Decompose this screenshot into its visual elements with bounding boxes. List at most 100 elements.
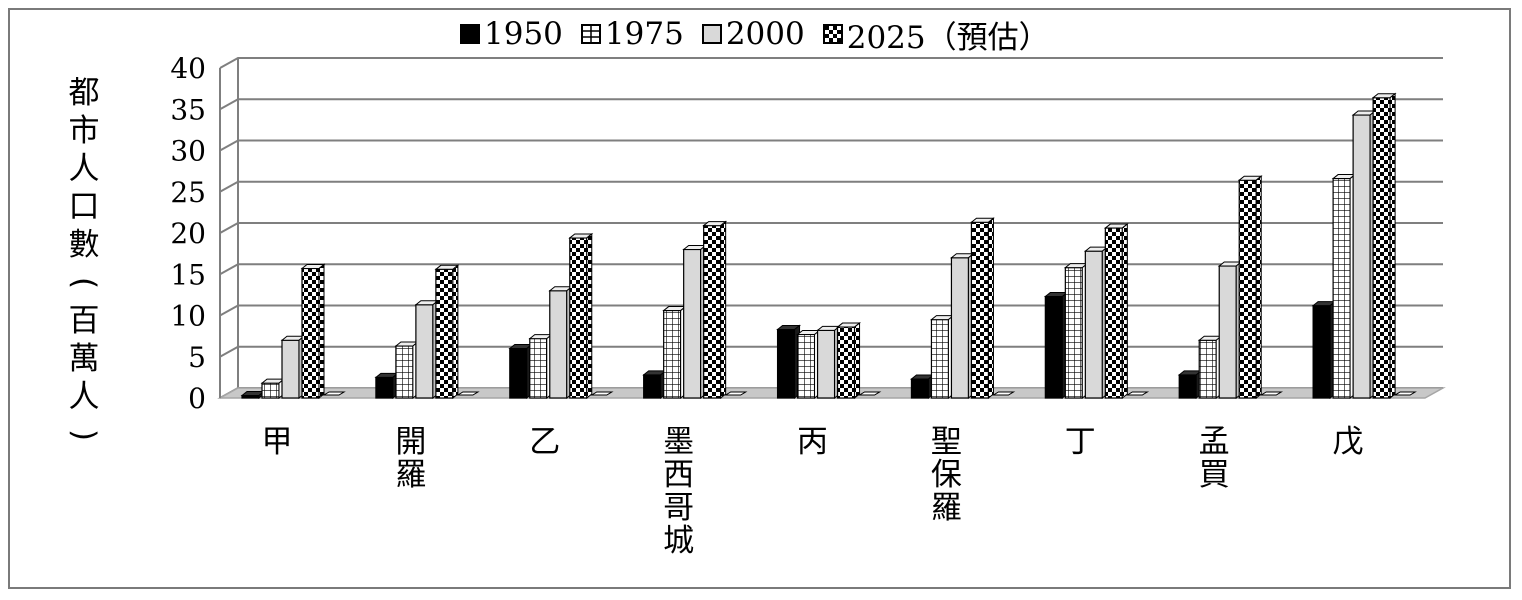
- gridline: [219, 304, 1443, 317]
- legend-swatch-1975: [580, 24, 601, 44]
- bar-2000-7: [1217, 260, 1243, 400]
- bar-1975-2: [528, 333, 554, 400]
- bar-side: [1121, 223, 1128, 400]
- gridline: [219, 57, 1443, 69]
- bar-front: [415, 304, 434, 399]
- bar-2000-1: [414, 299, 440, 400]
- y-axis-title: 都市人口數(百萬人): [62, 74, 106, 454]
- x-category-char: 西: [663, 457, 694, 493]
- x-category-char: 羅: [395, 457, 426, 493]
- x-category-char: 開: [395, 424, 426, 460]
- bar-2025-6: [1103, 223, 1129, 400]
- bar-2000-2: [548, 285, 574, 400]
- bar-front: [301, 267, 320, 399]
- bar-front: [375, 376, 394, 399]
- legend-item-2000: 2000: [701, 16, 805, 52]
- bar-front: [663, 309, 682, 399]
- bar-front: [1352, 114, 1371, 399]
- y-tick-label: 30: [170, 135, 206, 168]
- floor-marker: [723, 391, 748, 396]
- bar-side: [854, 322, 861, 400]
- legend-item-2025: 2025（預估）: [822, 12, 1050, 57]
- bar-1950-7: [1177, 369, 1203, 400]
- bar-1950-8: [1311, 300, 1337, 400]
- gridline: [219, 263, 1443, 276]
- legend-swatch-2000: [701, 24, 722, 44]
- gridline: [219, 222, 1443, 234]
- y-tick-label: 10: [170, 300, 206, 333]
- x-category-char: 甲: [261, 424, 292, 460]
- y-tick-label: 25: [170, 176, 206, 209]
- bar-front: [261, 382, 280, 399]
- x-category-char: 丁: [1065, 424, 1096, 460]
- bar-1975-0: [260, 378, 286, 400]
- bar-2025-7: [1237, 175, 1263, 400]
- bar-front: [1084, 250, 1103, 399]
- x-category-char: 哥: [663, 490, 694, 526]
- bar-front: [281, 339, 300, 399]
- x-category-char: 墨: [663, 424, 694, 460]
- x-category-char: 羅: [931, 490, 962, 526]
- x-category-label: 甲: [261, 424, 292, 460]
- bar-front: [796, 333, 816, 399]
- bar-2000-8: [1351, 109, 1377, 400]
- y-axis-title-char: 市: [68, 113, 100, 149]
- bar-side: [1255, 175, 1262, 400]
- bar-2000-5: [950, 252, 975, 400]
- bar-2000-0: [280, 335, 306, 400]
- bar-front: [836, 326, 856, 399]
- bar-1950-6: [1043, 291, 1069, 400]
- bar-front: [529, 338, 548, 399]
- bar-2025-0: [300, 263, 326, 400]
- x-category-label: 乙: [529, 424, 560, 460]
- bar-2025-8: [1371, 92, 1397, 400]
- bar-front: [395, 345, 414, 399]
- legend: 1950 1975 2000 2025（預估）: [460, 12, 1050, 57]
- y-tick-label: 15: [170, 258, 206, 291]
- bar-front: [910, 378, 930, 399]
- bar-front: [1372, 97, 1391, 399]
- bar-1950-4: [776, 324, 801, 400]
- y-tick-label: 35: [170, 93, 206, 126]
- x-category-char: 買: [1199, 457, 1230, 493]
- legend-item-1975: 1975: [580, 16, 684, 52]
- y-axis-title-char: 萬: [68, 341, 100, 377]
- legend-swatch-1950: [460, 24, 480, 44]
- bar-front: [816, 329, 836, 399]
- y-axis-title-char: 人: [68, 151, 100, 187]
- x-category-label: 墨西哥城: [663, 424, 694, 559]
- legend-label-2025: 2025（預估）: [846, 19, 1050, 56]
- bar-2025-1: [434, 264, 460, 400]
- x-category-char: 保: [931, 457, 962, 493]
- x-category-char: 孟: [1199, 424, 1230, 460]
- bar-front: [1332, 177, 1351, 399]
- bar-front: [1198, 339, 1217, 399]
- bar-1950-0: [240, 390, 266, 400]
- bar-side: [1389, 92, 1396, 400]
- y-tick-label: 20: [170, 217, 206, 250]
- bar-front: [1238, 179, 1257, 399]
- bar-front: [950, 257, 970, 399]
- x-category-char: 戊: [1333, 424, 1364, 460]
- bar-2025-4: [836, 322, 861, 400]
- x-category-label: 聖保羅: [931, 424, 962, 526]
- bar-front: [1064, 267, 1083, 399]
- bar-front: [970, 221, 990, 399]
- bar-front: [776, 328, 796, 399]
- bar-2000-6: [1083, 246, 1109, 400]
- bar-front: [1312, 305, 1331, 399]
- floor-marker: [1393, 391, 1417, 396]
- y-axis-title-char: 人: [68, 379, 100, 415]
- gridline: [219, 345, 1443, 358]
- x-category-label: 丁: [1065, 424, 1096, 460]
- bar-side: [452, 264, 459, 400]
- bar-1975-3: [662, 305, 688, 400]
- bar-1950-1: [374, 372, 400, 400]
- x-category-char: 聖: [931, 424, 962, 460]
- bar-1950-5: [910, 373, 935, 400]
- bar-front: [1178, 374, 1197, 399]
- bar-1975-7: [1197, 335, 1223, 400]
- bar-front: [703, 224, 722, 399]
- floor-marker: [322, 391, 346, 396]
- bar-front: [435, 268, 454, 399]
